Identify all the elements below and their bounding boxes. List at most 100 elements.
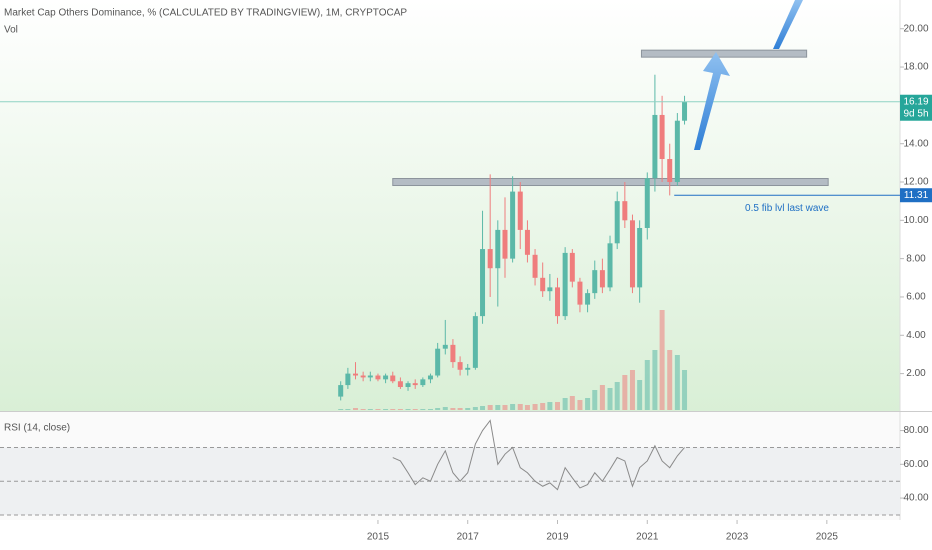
candle-body: [510, 191, 516, 259]
y-tick-label: 18.00: [903, 62, 928, 73]
price-tag: [900, 94, 932, 121]
candle-body: [412, 383, 418, 386]
volume-bar: [502, 405, 508, 410]
candle-body: [614, 201, 620, 244]
candle-body: [360, 375, 366, 378]
y-tick-label: 10.00: [903, 215, 928, 226]
x-tick-label: 2019: [546, 532, 569, 543]
candle-body: [435, 348, 441, 376]
volume-bar: [427, 409, 433, 410]
x-tick-label: 2023: [726, 532, 749, 543]
candle-body: [375, 375, 381, 380]
volume-bar: [607, 388, 613, 410]
y-tick-label: 2.00: [906, 368, 926, 379]
candle-body: [480, 249, 486, 317]
candle-body: [569, 252, 575, 282]
candle-body: [397, 381, 403, 388]
candle-body: [420, 379, 426, 386]
volume-bar: [360, 409, 366, 410]
y-tick-label: 4.00: [906, 330, 926, 341]
volume-bar: [442, 407, 448, 410]
candle-body: [659, 114, 665, 160]
volume-bar: [562, 398, 568, 410]
candle-body: [532, 254, 538, 278]
y-tick-label: 12.00: [903, 177, 928, 188]
candle-body: [345, 373, 351, 386]
price-axis: [900, 0, 932, 550]
resistance-zone: [392, 178, 829, 187]
candle-body: [637, 227, 643, 288]
resistance-zone: [640, 49, 808, 58]
candle-body: [562, 252, 568, 317]
volume-bar: [345, 409, 351, 410]
candle-body: [353, 373, 359, 376]
price-tag-label: 16.19: [903, 96, 928, 107]
volume-bar: [667, 350, 673, 410]
volume-bar: [652, 350, 658, 410]
y-tick-label: 60.00: [903, 459, 928, 470]
volume-bar: [637, 380, 643, 410]
volume-bar: [472, 407, 478, 410]
candle-body: [405, 383, 411, 388]
volume-bar: [450, 408, 456, 410]
y-tick-label: 14.00: [903, 138, 928, 149]
volume-bar: [682, 370, 688, 410]
y-tick-label: 80.00: [903, 425, 928, 436]
volume-bar: [674, 355, 680, 410]
volume-bar: [375, 409, 381, 410]
volume-bar: [487, 405, 493, 410]
rsi-title: RSI (14, close): [4, 423, 70, 434]
candle-body: [457, 362, 463, 370]
arrow: [694, 52, 730, 150]
candle-body: [367, 375, 373, 378]
volume-bar: [540, 403, 546, 410]
x-tick-label: 2017: [457, 532, 480, 543]
volume-bar: [592, 390, 598, 410]
candle-body: [622, 201, 628, 221]
candle-body: [682, 101, 688, 121]
volume-bar: [569, 396, 575, 410]
volume-bar: [405, 409, 411, 410]
volume-bar: [547, 402, 553, 410]
volume-bar: [435, 408, 441, 410]
candle-body: [390, 375, 396, 382]
volume-bar: [577, 400, 583, 410]
volume-bar: [524, 405, 530, 410]
candle-body: [652, 114, 658, 179]
volume-bar: [614, 382, 620, 410]
fib-note: 0.5 fib lvl last wave: [745, 203, 829, 214]
candle-body: [592, 270, 598, 294]
chart-title: Market Cap Others Dominance, % (CALCULAT…: [4, 8, 407, 19]
candle-body: [450, 344, 456, 363]
candle-body: [517, 191, 523, 230]
candle-body: [577, 281, 583, 305]
volume-bar: [412, 409, 418, 410]
candle-body: [585, 293, 591, 305]
volume-bar: [457, 408, 463, 410]
volume-bar: [585, 398, 591, 410]
candle-body: [487, 249, 493, 269]
volume-bar: [532, 404, 538, 410]
volume-bar: [420, 409, 426, 410]
volume-bar: [622, 375, 628, 410]
candle-body: [644, 178, 650, 228]
countdown: 9d 5h: [903, 108, 928, 119]
candle-body: [465, 367, 471, 370]
arrow: [773, 0, 803, 49]
candle-body: [555, 287, 561, 317]
plot: 2.004.006.008.0010.0012.0014.0016.0018.0…: [0, 23, 932, 543]
fib-tag: [900, 188, 932, 203]
candle-body: [674, 120, 680, 183]
candle-body: [442, 344, 448, 349]
volume-bar: [644, 360, 650, 410]
fib-tag-label: 11.31: [904, 190, 929, 201]
candle-body: [667, 159, 673, 183]
y-tick-label: 6.00: [906, 292, 926, 303]
candle-body: [524, 229, 530, 255]
volume-bar: [480, 406, 486, 410]
time-axis: [0, 520, 932, 550]
volume-bar: [629, 370, 635, 410]
candle-body: [427, 375, 433, 380]
main-pane: [0, 0, 900, 411]
candle-body: [338, 385, 344, 397]
